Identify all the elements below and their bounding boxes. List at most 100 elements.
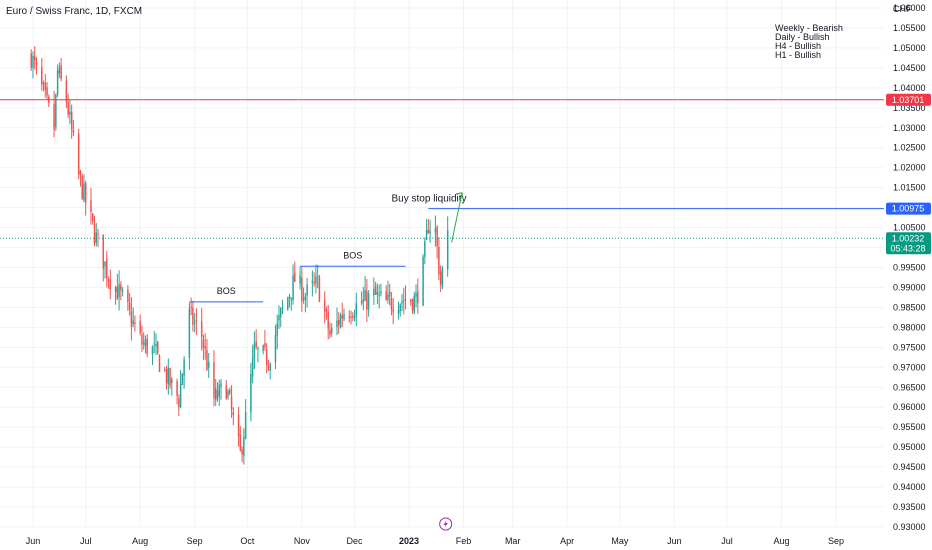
candle-body bbox=[290, 297, 293, 300]
candle-body bbox=[318, 277, 321, 302]
arrow-head bbox=[455, 192, 464, 199]
candle-body bbox=[144, 339, 147, 346]
candle-body bbox=[315, 276, 317, 285]
candle-body bbox=[366, 291, 368, 310]
candle-body bbox=[280, 308, 282, 318]
candle-body bbox=[350, 316, 352, 319]
candle-body bbox=[220, 383, 222, 387]
candle-body bbox=[390, 298, 393, 310]
candle-body bbox=[118, 284, 120, 298]
candle-body bbox=[425, 230, 428, 241]
candle-body bbox=[204, 346, 206, 349]
price-tick-label: 1.02500 bbox=[893, 143, 926, 153]
candle-body bbox=[207, 361, 210, 368]
price-tick-label: 1.00500 bbox=[893, 223, 926, 233]
candle-body bbox=[225, 385, 228, 400]
candle-body bbox=[411, 299, 414, 311]
bias-notes: Weekly - Bearish Daily - Bullish H4 - Bu… bbox=[775, 24, 843, 60]
candle-body bbox=[114, 287, 117, 293]
candle-body bbox=[90, 200, 92, 212]
candle-body bbox=[142, 343, 145, 345]
candle-body bbox=[343, 314, 345, 320]
price-tick-label: 1.04500 bbox=[893, 63, 926, 73]
candle-body bbox=[53, 104, 55, 130]
note-weekly: Weekly - Bearish bbox=[775, 23, 843, 33]
price-tick-label: 0.98500 bbox=[893, 302, 926, 312]
time-tick-label: Nov bbox=[294, 536, 311, 546]
candle-body bbox=[153, 343, 155, 345]
time-tick-label: Jun bbox=[667, 536, 682, 546]
price-tick-label: 0.98000 bbox=[893, 322, 926, 332]
candle-body bbox=[218, 384, 221, 397]
time-axis: Jun Jul Aug Sep Oct Nov Dec 2023 Feb Mar Apr May Jun… bbox=[26, 517, 844, 546]
candle-body bbox=[81, 175, 83, 199]
candle-body bbox=[387, 294, 389, 300]
candle-body bbox=[141, 334, 143, 345]
candle-body bbox=[181, 373, 184, 386]
candle-body bbox=[193, 322, 196, 324]
time-tick-label: Feb bbox=[456, 536, 472, 546]
time-tick-label: May bbox=[611, 536, 629, 546]
candle-body bbox=[267, 366, 270, 368]
time-tick-label: Sep bbox=[187, 536, 203, 546]
candle-body bbox=[116, 286, 119, 300]
candle-body bbox=[244, 411, 247, 439]
candle-body bbox=[434, 228, 437, 233]
time-tick-label: Apr bbox=[560, 536, 574, 546]
candle-body bbox=[336, 320, 338, 328]
candle-body bbox=[176, 381, 178, 396]
candle-body bbox=[294, 272, 296, 282]
candle-body bbox=[329, 329, 331, 335]
candle-body bbox=[56, 70, 59, 95]
price-tick-label: 0.99000 bbox=[893, 282, 926, 292]
candle-body bbox=[446, 230, 449, 270]
candle-body bbox=[55, 94, 57, 128]
candle-body bbox=[339, 315, 342, 327]
candle-body bbox=[292, 275, 294, 301]
candle-body bbox=[360, 301, 363, 304]
candle-body bbox=[158, 355, 161, 373]
candle-body bbox=[380, 291, 382, 294]
candle-body bbox=[313, 282, 315, 284]
candle-body bbox=[341, 314, 344, 319]
price-tag bbox=[886, 202, 931, 215]
candle-body bbox=[109, 279, 112, 290]
candle-body bbox=[362, 299, 365, 303]
time-tick-label: Dec bbox=[347, 536, 364, 546]
candle-body bbox=[104, 261, 106, 267]
price-tick-label: 0.97000 bbox=[893, 362, 926, 372]
time-tick-label: Jul bbox=[721, 536, 733, 546]
lightning-glyph bbox=[443, 520, 448, 528]
price-axis: 1.06000 1.05500 1.05000 1.04500 1.04000 1.035… bbox=[886, 3, 931, 532]
candle-body bbox=[58, 67, 61, 74]
price-tick-label: 0.97500 bbox=[893, 342, 926, 352]
grid-lines bbox=[0, 0, 884, 528]
price-tick-label: 1.04000 bbox=[893, 83, 926, 93]
candle-body bbox=[410, 299, 412, 302]
candle-body bbox=[417, 291, 419, 304]
candle-body bbox=[30, 53, 32, 68]
price-tag-label: 1.00975 bbox=[892, 204, 925, 214]
candle-body bbox=[232, 411, 235, 416]
candle-body bbox=[237, 414, 240, 436]
time-tick-label: Jun bbox=[26, 536, 41, 546]
candle-body bbox=[42, 82, 45, 85]
candle-body bbox=[337, 320, 340, 325]
candle-body bbox=[327, 312, 329, 329]
time-tick-label: Aug bbox=[132, 536, 148, 546]
price-tick-label: 0.94000 bbox=[893, 482, 926, 492]
candle-body bbox=[429, 230, 431, 234]
candle-body bbox=[44, 83, 47, 90]
candle-body bbox=[84, 182, 87, 203]
candle-body bbox=[121, 290, 124, 292]
candle-body bbox=[183, 359, 185, 376]
candlesticks bbox=[30, 46, 449, 465]
candle-body bbox=[438, 246, 440, 275]
candle-body bbox=[200, 321, 203, 337]
candle-body bbox=[374, 286, 377, 295]
candle-body bbox=[316, 275, 319, 277]
price-tag-label: 1.03701 bbox=[892, 95, 925, 105]
arrow-line bbox=[451, 192, 463, 243]
candle-body bbox=[106, 258, 108, 278]
annotation-text: Buy stop liquidity bbox=[392, 194, 467, 205]
